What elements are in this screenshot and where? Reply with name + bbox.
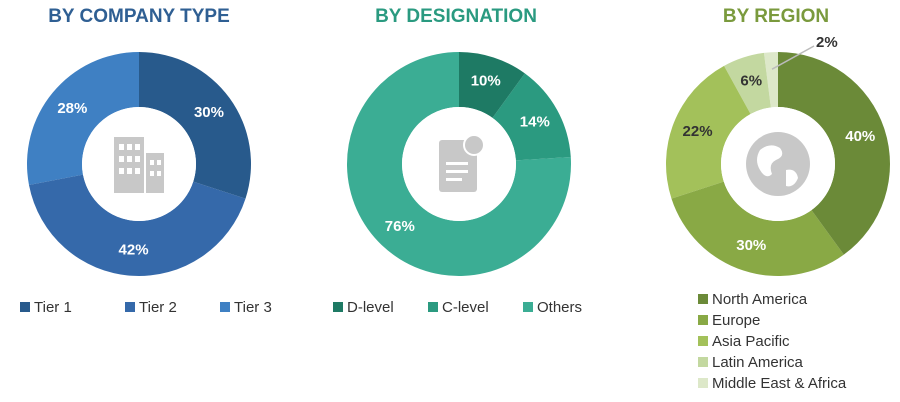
legend-label: Tier 2 — [139, 299, 177, 316]
value-label: 30% — [736, 237, 766, 254]
legend-label: Tier 3 — [234, 299, 272, 316]
value-label: 30% — [194, 104, 224, 121]
donut-slice — [347, 52, 571, 276]
donut-slice — [26, 52, 139, 185]
legend-swatch — [698, 357, 708, 367]
value-label: 6% — [740, 73, 762, 90]
donut-slice — [763, 52, 778, 108]
legend-swatch — [523, 302, 533, 312]
donut-slice — [139, 52, 251, 199]
donut-slice — [459, 52, 525, 118]
value-label: 2% — [816, 34, 838, 51]
chart-title: BY REGION — [723, 6, 829, 27]
donut-slice — [778, 52, 891, 255]
legend-label: D-level — [347, 299, 394, 316]
globe-icon — [746, 132, 810, 196]
document-icon — [439, 134, 485, 192]
legend-label: C-level — [442, 299, 489, 316]
legend-swatch — [428, 302, 438, 312]
value-label: 28% — [57, 100, 87, 117]
chart-title: BY COMPANY TYPE — [48, 6, 230, 27]
legend-label: Asia Pacific — [712, 333, 790, 350]
value-label: 76% — [385, 218, 415, 235]
legend-swatch — [333, 302, 343, 312]
value-label: 42% — [119, 241, 149, 258]
donut-slice — [665, 65, 751, 199]
value-label: 22% — [683, 123, 713, 140]
donut-slice — [724, 52, 771, 115]
legend-label: Others — [537, 299, 582, 316]
value-label: 40% — [845, 128, 875, 145]
chart-title: BY DESIGNATION — [375, 6, 537, 27]
leader-line — [771, 45, 815, 70]
legend-swatch — [698, 336, 708, 346]
donut-slice — [28, 174, 246, 277]
legend-label: Tier 1 — [34, 299, 72, 316]
value-label: 14% — [520, 113, 550, 130]
legend-swatch — [220, 302, 230, 312]
donut-slice — [492, 73, 571, 161]
building-windows — [119, 144, 161, 176]
donut-slice — [671, 181, 844, 277]
legend-swatch — [20, 302, 30, 312]
legend-swatch — [698, 315, 708, 325]
legend-swatch — [125, 302, 135, 312]
legend-label: Middle East & Africa — [712, 375, 847, 392]
legend-swatch — [698, 294, 708, 304]
value-label: 10% — [471, 73, 501, 90]
legend-label: North America — [712, 291, 808, 308]
legend-swatch — [698, 378, 708, 388]
legend-label: Latin America — [712, 354, 804, 371]
legend-label: Europe — [712, 312, 760, 329]
